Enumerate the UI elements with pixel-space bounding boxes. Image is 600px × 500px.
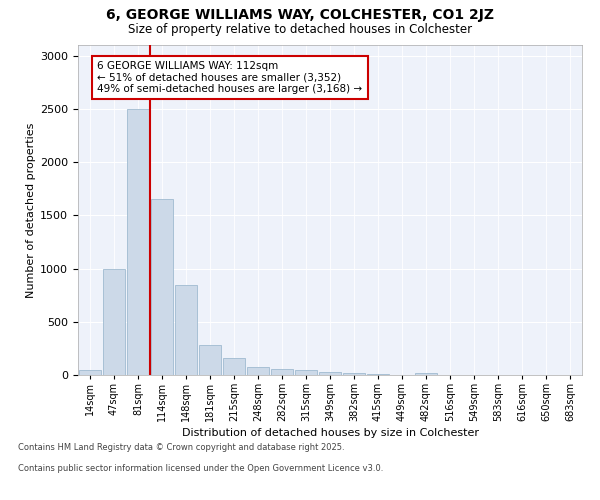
- X-axis label: Distribution of detached houses by size in Colchester: Distribution of detached houses by size …: [182, 428, 479, 438]
- Bar: [415, 373, 437, 375]
- Bar: [223, 358, 245, 375]
- Bar: [319, 372, 341, 375]
- Bar: [79, 370, 101, 375]
- Bar: [247, 367, 269, 375]
- Bar: [199, 345, 221, 375]
- Bar: [151, 200, 173, 375]
- Text: 6 GEORGE WILLIAMS WAY: 112sqm
← 51% of detached houses are smaller (3,352)
49% o: 6 GEORGE WILLIAMS WAY: 112sqm ← 51% of d…: [97, 61, 362, 94]
- Bar: [103, 268, 125, 375]
- Bar: [127, 109, 149, 375]
- Bar: [343, 374, 365, 375]
- Y-axis label: Number of detached properties: Number of detached properties: [26, 122, 36, 298]
- Bar: [271, 368, 293, 375]
- Bar: [367, 374, 389, 375]
- Text: Size of property relative to detached houses in Colchester: Size of property relative to detached ho…: [128, 22, 472, 36]
- Bar: [175, 284, 197, 375]
- Text: Contains public sector information licensed under the Open Government Licence v3: Contains public sector information licen…: [18, 464, 383, 473]
- Bar: [295, 370, 317, 375]
- Text: 6, GEORGE WILLIAMS WAY, COLCHESTER, CO1 2JZ: 6, GEORGE WILLIAMS WAY, COLCHESTER, CO1 …: [106, 8, 494, 22]
- Text: Contains HM Land Registry data © Crown copyright and database right 2025.: Contains HM Land Registry data © Crown c…: [18, 442, 344, 452]
